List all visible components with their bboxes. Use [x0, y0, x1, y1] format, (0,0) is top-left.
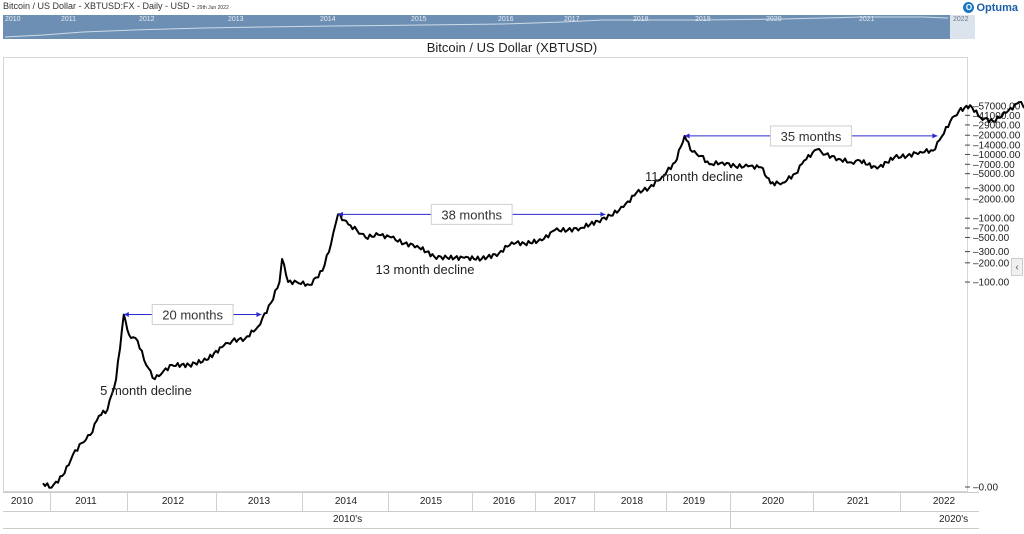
navigator-end[interactable]: 2022: [950, 15, 975, 39]
x-tick-label: 2021: [846, 496, 870, 507]
decade-label-2010s: 2010's: [333, 514, 363, 525]
x-tick-label: 2016: [492, 496, 516, 507]
duration-label: 20 months: [162, 307, 223, 322]
navigator-year-label: 2011: [61, 16, 77, 23]
collapse-panel-chevron-icon[interactable]: ‹: [1011, 258, 1023, 276]
x-tick-label: 2022: [932, 496, 956, 507]
x-axis-separator: [127, 493, 128, 511]
x-axis-separator: [50, 493, 51, 511]
duration-label-box: [770, 125, 852, 147]
y-tick-label: –57000.00: [973, 102, 1021, 113]
y-tick-label: –500.00: [973, 233, 1010, 244]
x-axis-separator: [535, 493, 536, 511]
arrow-head-icon: [337, 211, 343, 217]
duration-label-box: [151, 303, 234, 325]
x-axis-separator: [594, 493, 595, 511]
y-tick-label: –300.00: [973, 247, 1010, 258]
navigator-end-year: 2022: [953, 16, 969, 23]
navigator-year-label: 2013: [228, 16, 244, 23]
y-tick-label: –10000.00: [973, 150, 1021, 161]
plot-area[interactable]: [3, 57, 968, 492]
y-tick-label: –3000.00: [973, 183, 1015, 194]
y-tick-label: –20000.00: [973, 131, 1021, 142]
optuma-logo-icon: O: [963, 2, 975, 13]
x-tick-label: 2013: [247, 496, 271, 507]
x-tick-label: 2010: [10, 496, 34, 507]
navigator-year-label: 2017: [564, 16, 580, 23]
x-axis-separator: [900, 493, 901, 511]
x-axis-separator: [216, 493, 217, 511]
chart-breadcrumb: Bitcoin / US Dollar - XBTUSD:FX - Daily …: [3, 1, 229, 11]
x-axis-years: 2010 2011 2012 2013 2014 2015 2016 2017 2018 2019…: [3, 492, 979, 512]
arrow-head-icon: [932, 133, 938, 139]
y-tick-label: –0.00: [973, 483, 998, 494]
x-tick-label: 2014: [334, 496, 358, 507]
x-axis-separator: [388, 493, 389, 511]
x-axis-decades: 2010's 2020's: [3, 512, 979, 529]
decade-label-2020s: 2020's: [939, 514, 969, 525]
decade-separator: [730, 512, 731, 528]
navigator-year-label: 2016: [498, 16, 514, 23]
brand-name: Optuma: [976, 1, 1018, 14]
navigator-year-label: 2012: [139, 16, 155, 23]
x-tick-label: 2015: [419, 496, 443, 507]
x-axis-separator: [813, 493, 814, 511]
duration-label: 35 months: [781, 129, 842, 144]
x-tick-label: 2019: [682, 496, 706, 507]
arrow-head-icon: [256, 311, 262, 317]
y-tick-label: –200.00: [973, 258, 1010, 269]
y-tick-label: –7000.00: [973, 160, 1015, 171]
decline-annotation: 13 month decline: [375, 262, 474, 277]
y-tick-label: –5000.00: [973, 169, 1015, 180]
x-tick-label: 2017: [553, 496, 577, 507]
header-bar: Bitcoin / US Dollar - XBTUSD:FX - Daily …: [0, 0, 1024, 14]
navigator-year-label: 2014: [320, 16, 336, 23]
y-tick-label: –29000.00: [973, 120, 1021, 131]
x-axis-separator: [472, 493, 473, 511]
arrow-head-icon: [684, 133, 690, 139]
arrow-head-icon: [600, 211, 606, 217]
price-line: [42, 101, 1024, 489]
x-axis-separator: [730, 493, 731, 511]
x-axis-separator: [302, 493, 303, 511]
brand: O Optuma: [963, 1, 1018, 14]
x-tick-label: 2012: [161, 496, 185, 507]
navigator-year-label: 2021: [859, 16, 875, 23]
duration-label-box: [430, 203, 513, 225]
navigator-year-label: 2015: [411, 16, 427, 23]
navigator-sparkline: [4, 16, 949, 38]
x-tick-label: 2020: [761, 496, 785, 507]
range-navigator[interactable]: 2010 2011 2012 2013 2014 2015 2016 2017 2018 2019…: [3, 15, 975, 39]
arrow-head-icon: [123, 311, 129, 317]
decline-annotation: 11 month decline: [645, 169, 743, 184]
breadcrumb-date: 29th Jun 2022: [197, 5, 229, 11]
duration-label: 38 months: [441, 207, 502, 222]
y-tick-label: –100.00: [973, 278, 1010, 289]
breadcrumb-text: Bitcoin / US Dollar - XBTUSD:FX - Daily …: [3, 1, 196, 11]
x-axis-separator: [666, 493, 667, 511]
x-tick-label: 2011: [75, 496, 97, 507]
y-tick-label: –14000.00: [973, 141, 1021, 152]
y-tick-label: –1000.00: [973, 214, 1015, 225]
y-tick-label: –700.00: [973, 224, 1010, 235]
x-tick-label: 2018: [620, 496, 644, 507]
decline-annotation: 5 month decline: [100, 383, 192, 398]
chart-title: Bitcoin / US Dollar (XBTUSD): [426, 40, 598, 55]
navigator-year-label: 2010: [5, 16, 21, 23]
y-tick-label: –2000.00: [973, 195, 1015, 206]
